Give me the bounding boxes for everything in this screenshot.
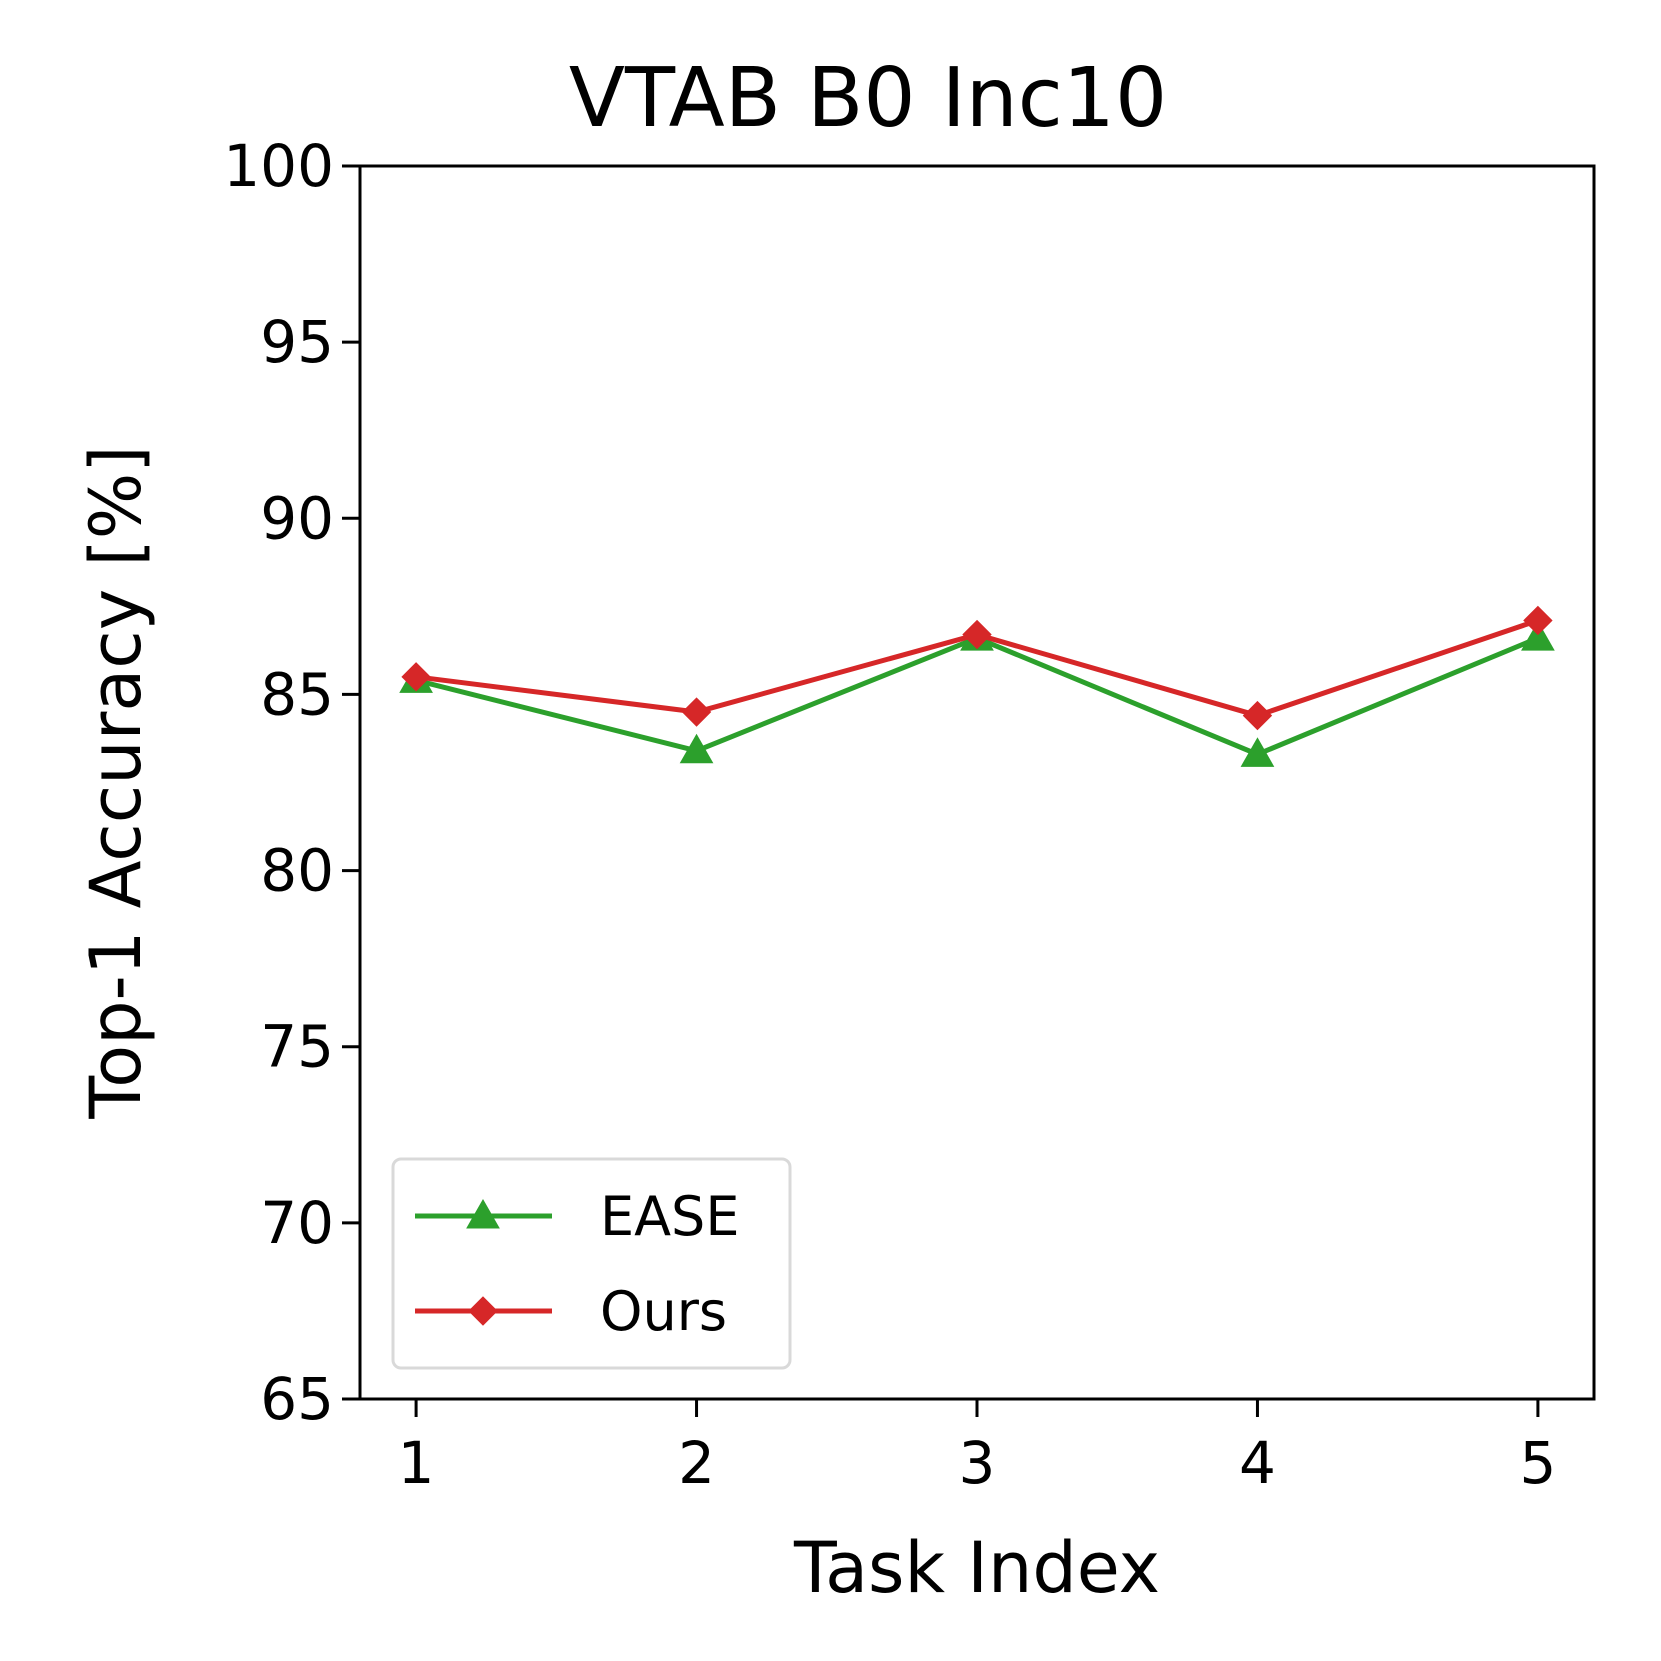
legend: EASE Ours xyxy=(391,1157,792,1370)
series-layer xyxy=(399,605,1555,767)
data-point-ours xyxy=(1242,700,1273,731)
y-tick-label: 70 xyxy=(260,1189,334,1257)
y-axis: 65 70 75 80 85 90 95 100 xyxy=(223,132,360,1433)
x-axis-label: Task Index xyxy=(793,1527,1160,1609)
y-tick-label: 90 xyxy=(260,484,334,552)
data-point-ours xyxy=(681,697,712,727)
x-tick-label: 5 xyxy=(1519,1429,1556,1497)
y-tick-label: 75 xyxy=(260,1013,334,1081)
data-point-ease xyxy=(1240,737,1275,767)
chart-title: VTAB B0 Inc10 xyxy=(569,51,1167,146)
data-point-ease xyxy=(679,733,714,764)
x-tick-label: 2 xyxy=(678,1429,715,1497)
data-point-ours xyxy=(401,662,431,692)
y-tick-label: 95 xyxy=(260,308,334,376)
x-tick-label: 1 xyxy=(398,1429,435,1497)
y-tick-label: 80 xyxy=(260,837,334,905)
legend-marker xyxy=(468,1296,498,1326)
data-point-ease xyxy=(1521,621,1555,651)
x-tick-label: 3 xyxy=(959,1429,996,1497)
data-point-ours xyxy=(1523,605,1553,636)
y-tick-label: 65 xyxy=(260,1365,334,1433)
legend-label: Ours xyxy=(600,1280,727,1343)
legend-marker xyxy=(466,1198,500,1229)
y-axis-label: Top-1 Accuracy [%] xyxy=(75,445,157,1119)
legend-item-ease: EASE xyxy=(415,1185,739,1248)
legend-item-ours: Ours xyxy=(415,1280,727,1343)
data-point-ours xyxy=(962,619,992,650)
y-tick-label: 100 xyxy=(223,132,334,200)
legend-label: EASE xyxy=(600,1185,739,1248)
y-tick-label: 85 xyxy=(260,660,334,728)
series-ours xyxy=(401,605,1553,731)
x-axis: 1 2 3 4 5 xyxy=(398,1399,1556,1497)
x-tick-label: 4 xyxy=(1239,1429,1276,1497)
